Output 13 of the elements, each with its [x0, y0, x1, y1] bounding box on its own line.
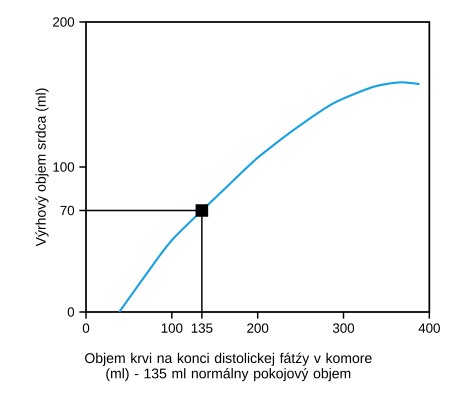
x-tick-label: 400: [418, 323, 440, 333]
y-tick-label: 70: [60, 206, 74, 216]
y-tick-label: 200: [53, 17, 74, 27]
y-tick-label: 0: [68, 307, 74, 317]
y-tick-label: 100: [53, 162, 74, 172]
x-tick-label: 0: [82, 323, 90, 333]
y-axis-title: Výrhový objem srdca (ml): [35, 88, 49, 246]
x-tick-label: 200: [247, 323, 268, 333]
x-tick-label: 300: [332, 323, 354, 333]
x-tick-label: 135: [192, 323, 212, 333]
x-tick-label: 100: [162, 323, 182, 333]
line-series: [118, 81, 421, 314]
x-axis-title: Objem krvi na konci distolickej fátźy v komore (ml) - 135 ml normálny pokojový objem: [85, 352, 372, 382]
